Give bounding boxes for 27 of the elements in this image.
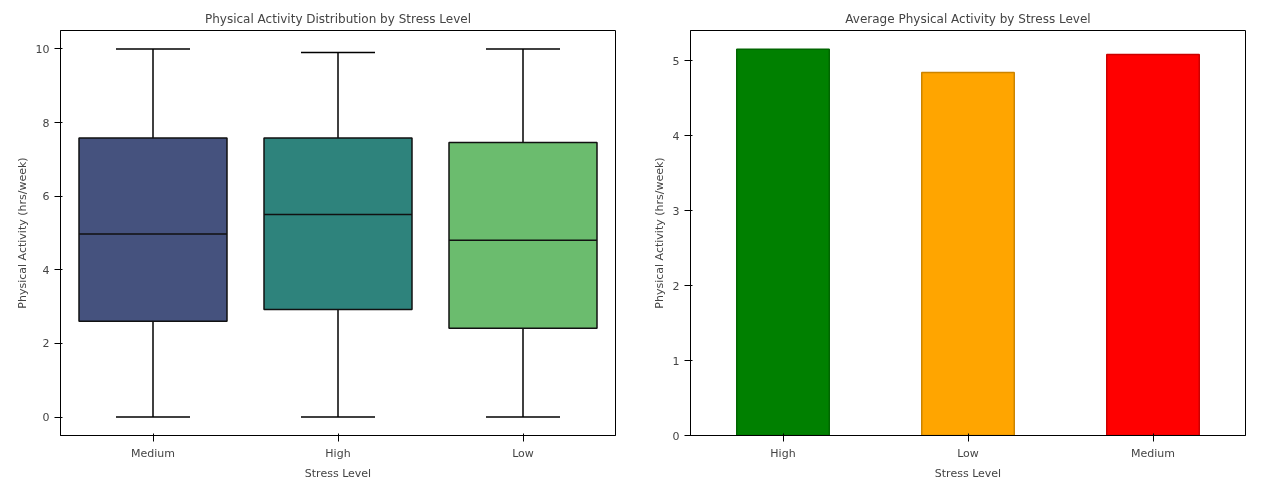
y-tick-label: 6 [42, 190, 50, 204]
y-tick-label: 0 [42, 411, 50, 425]
chart-title: Average Physical Activity by Stress Level [845, 11, 1091, 26]
bar [736, 48, 830, 436]
x-tick-label: High [770, 446, 796, 460]
bar [921, 71, 1015, 436]
y-axis-title: Physical Activity (hrs/week) [15, 157, 29, 309]
x-tick-label: High [325, 446, 351, 460]
y-tick-label: 4 [672, 129, 680, 143]
y-tick-label: 8 [42, 116, 50, 130]
x-tick-label: Low [957, 446, 979, 460]
y-tick-label: 1 [672, 354, 680, 368]
y-tick-label: 2 [672, 279, 680, 293]
x-tick-label: Medium [131, 446, 175, 460]
x-axis-title: Stress Level [934, 466, 1002, 480]
x-tick-label: Medium [1131, 446, 1175, 460]
x-tick-label: Low [512, 446, 534, 460]
y-tick-label: 5 [672, 54, 680, 68]
x-axis-title: Stress Level [304, 466, 372, 480]
y-tick-label: 4 [42, 263, 50, 277]
chart-title: Physical Activity Distribution by Stress Level [204, 11, 472, 26]
y-tick-label: 10 [35, 42, 50, 56]
y-tick-label: 0 [672, 429, 680, 443]
y-tick-label: 2 [42, 337, 50, 351]
y-axis-title: Physical Activity (hrs/week) [652, 157, 666, 309]
y-tick-label: 3 [672, 204, 680, 218]
bar [1106, 53, 1200, 436]
